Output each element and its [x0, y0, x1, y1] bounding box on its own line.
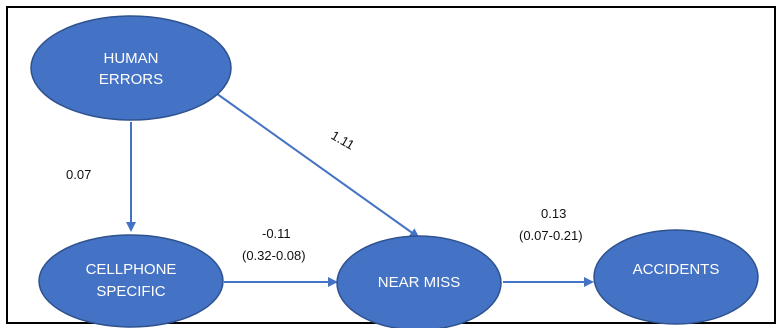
node-accidents-label: ACCIDENTS — [633, 261, 720, 278]
node-human-errors-line2: ERRORS — [99, 71, 163, 88]
node-cellphone-specific-line1: CELLPHONE — [86, 261, 177, 278]
node-near-miss: NEAR MISS — [336, 235, 502, 328]
coef-cellphone-to-nearmiss: -0.11 — [262, 226, 291, 241]
ci-cellphone-to-nearmiss: (0.32-0.08) — [242, 248, 306, 263]
ci-nearmiss-to-accidents: (0.07-0.21) — [519, 228, 583, 243]
node-cellphone-specific-line2: SPECIFIC — [96, 283, 165, 300]
node-cellphone-specific: CELLPHONE SPECIFIC — [38, 234, 224, 328]
node-human-errors-line1: HUMAN — [104, 50, 159, 67]
node-accidents: ACCIDENTS — [593, 229, 759, 325]
edge-human-to-nearmiss — [205, 85, 420, 239]
coef-nearmiss-to-accidents: 0.13 — [541, 206, 566, 221]
coef-human-to-cellphone: 0.07 — [66, 167, 91, 182]
node-human-errors: HUMAN ERRORS — [30, 15, 232, 121]
node-near-miss-label: NEAR MISS — [378, 274, 461, 291]
coef-human-to-nearmiss: 1.11 — [329, 128, 358, 153]
